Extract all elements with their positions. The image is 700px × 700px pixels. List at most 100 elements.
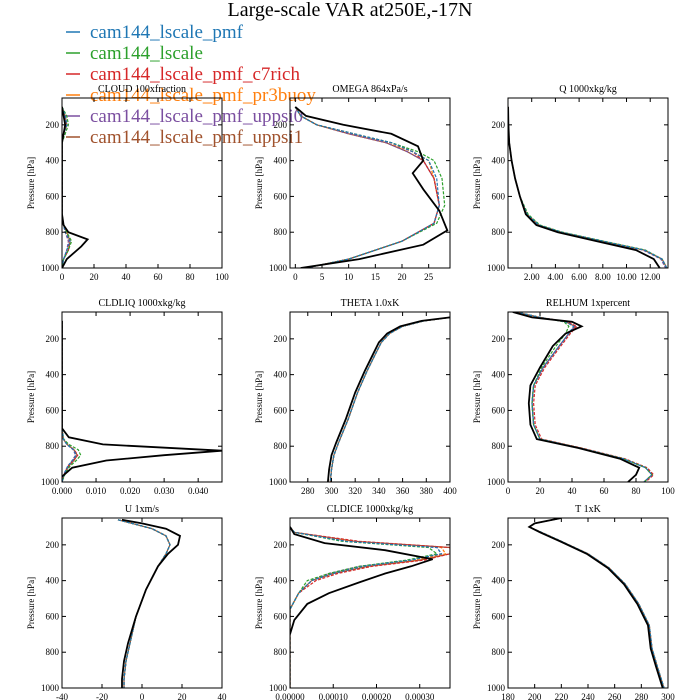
panel-title: Q 1000xkg/kg: [559, 84, 617, 95]
chart-panel: T 1xK 180 200 220 240 260 280 300 200 400 600 800 10…: [472, 504, 675, 700]
panel-title: THETA 1.0xK: [341, 298, 400, 309]
x-tick-label: 0.00000: [275, 692, 305, 700]
y-tick-label: 600: [274, 611, 288, 621]
y-tick-label: 200: [274, 540, 288, 550]
series-line: [508, 106, 667, 268]
x-tick-label: 25: [424, 272, 434, 282]
y-tick-label: 1000: [41, 263, 60, 273]
reference-line: [294, 106, 449, 268]
y-axis-label: Pressure [hPa]: [254, 577, 264, 629]
y-axis-label: Pressure [hPa]: [26, 157, 36, 209]
series-group: [290, 526, 450, 688]
series-group: [62, 106, 90, 268]
y-tick-label: 400: [274, 156, 288, 166]
x-tick-label: 320: [348, 486, 362, 496]
series-line: [62, 106, 71, 268]
x-tick-label: 0.00030: [405, 692, 435, 700]
y-tick-label: 400: [274, 370, 288, 380]
x-tick-label: 0.010: [86, 486, 107, 496]
y-tick-label: 800: [46, 441, 60, 451]
series-group: [327, 316, 450, 482]
series-line: [294, 106, 440, 268]
x-tick-label: 300: [661, 692, 675, 700]
y-tick-label: 1000: [487, 263, 506, 273]
x-tick-label: 40: [218, 692, 228, 700]
y-tick-label: 1000: [487, 683, 506, 693]
series-line: [62, 320, 82, 482]
series-line: [290, 526, 447, 688]
series-line: [528, 518, 665, 688]
y-axis-label: Pressure [hPa]: [254, 157, 264, 209]
series-line: [290, 526, 450, 688]
series-line: [62, 106, 73, 268]
series-line: [329, 316, 450, 482]
series-line: [515, 312, 653, 482]
y-tick-label: 200: [274, 120, 288, 130]
series-line: [329, 316, 450, 482]
plot-frame: [289, 311, 451, 483]
panel-title: CLDLIQ 1000xkg/kg: [99, 298, 186, 309]
y-tick-label: 200: [274, 334, 288, 344]
x-tick-label: 400: [443, 486, 457, 496]
chart-panel: CLDLIQ 1000xkg/kg 0.000 0.010 0.020 0.030 0.0…: [26, 298, 223, 496]
series-line: [508, 106, 668, 268]
series-line: [508, 106, 668, 268]
x-tick-label: 100: [215, 272, 229, 282]
chart-panel: U 1xm/s -40 -20 0 20 40 200 400 600 800 1000 Pressu…: [26, 504, 227, 700]
x-tick-label: -40: [56, 692, 68, 700]
y-tick-label: 1000: [269, 263, 288, 273]
series-line: [508, 106, 668, 268]
plot-frame: [61, 517, 223, 689]
legend-entry: cam144_lscale: [90, 43, 203, 64]
x-tick-label: 10.00: [616, 272, 637, 282]
x-tick-label: 0.020: [120, 486, 141, 496]
y-tick-label: 800: [492, 647, 506, 657]
y-tick-label: 800: [492, 441, 506, 451]
x-tick-label: 20: [398, 272, 408, 282]
plot-frame: [289, 517, 451, 689]
chart-panel: CLDICE 1000xkg/kg 0.00000 0.00010 0.00020 0.…: [254, 504, 451, 700]
plot-frame: [289, 97, 451, 269]
y-tick-label: 400: [46, 576, 60, 586]
x-tick-label: 4.00: [548, 272, 564, 282]
x-tick-label: 0: [506, 486, 511, 496]
legend-entry: cam144_lscale_pmf_uppsi0: [90, 106, 303, 127]
series-line: [117, 519, 171, 688]
legend-entry: cam144_lscale_pmf: [90, 22, 244, 43]
series-group: [62, 320, 222, 482]
x-tick-label: 0: [60, 272, 65, 282]
series-line: [528, 518, 665, 688]
series-group: [117, 518, 182, 688]
series-line: [508, 106, 668, 268]
series-line: [528, 518, 665, 688]
x-tick-label: -20: [96, 692, 108, 700]
figure-title: Large-scale VAR at250E,-17N: [228, 0, 473, 21]
reference-line: [327, 316, 450, 482]
series-line: [528, 518, 665, 688]
y-tick-label: 1000: [41, 683, 60, 693]
x-tick-label: 8.00: [595, 272, 611, 282]
series-line: [515, 312, 653, 482]
y-tick-label: 400: [492, 156, 506, 166]
legend-entry: cam144_lscale_pmf_pr3buoy: [90, 85, 316, 106]
y-tick-label: 600: [46, 611, 60, 621]
series-line: [62, 320, 77, 482]
panel-title: CLDICE 1000xkg/kg: [327, 504, 413, 515]
x-tick-label: 6.00: [571, 272, 587, 282]
plot-frame: [507, 97, 669, 269]
x-tick-label: 40: [568, 486, 578, 496]
y-tick-label: 600: [274, 191, 288, 201]
y-axis-label: Pressure [hPa]: [472, 157, 482, 209]
y-tick-label: 1000: [269, 477, 288, 487]
chart-panel: CLOUD 100xfraction 0 20 40 60 80 100 200 400 600 8…: [26, 84, 229, 282]
x-tick-label: 360: [396, 486, 410, 496]
reference-line: [62, 106, 90, 268]
x-tick-label: 0: [140, 692, 145, 700]
y-tick-label: 200: [492, 540, 506, 550]
x-tick-label: 60: [154, 272, 164, 282]
y-axis-label: Pressure [hPa]: [254, 371, 264, 423]
x-tick-label: 0.030: [154, 486, 175, 496]
reference-line: [512, 312, 641, 482]
x-tick-label: 5: [320, 272, 325, 282]
